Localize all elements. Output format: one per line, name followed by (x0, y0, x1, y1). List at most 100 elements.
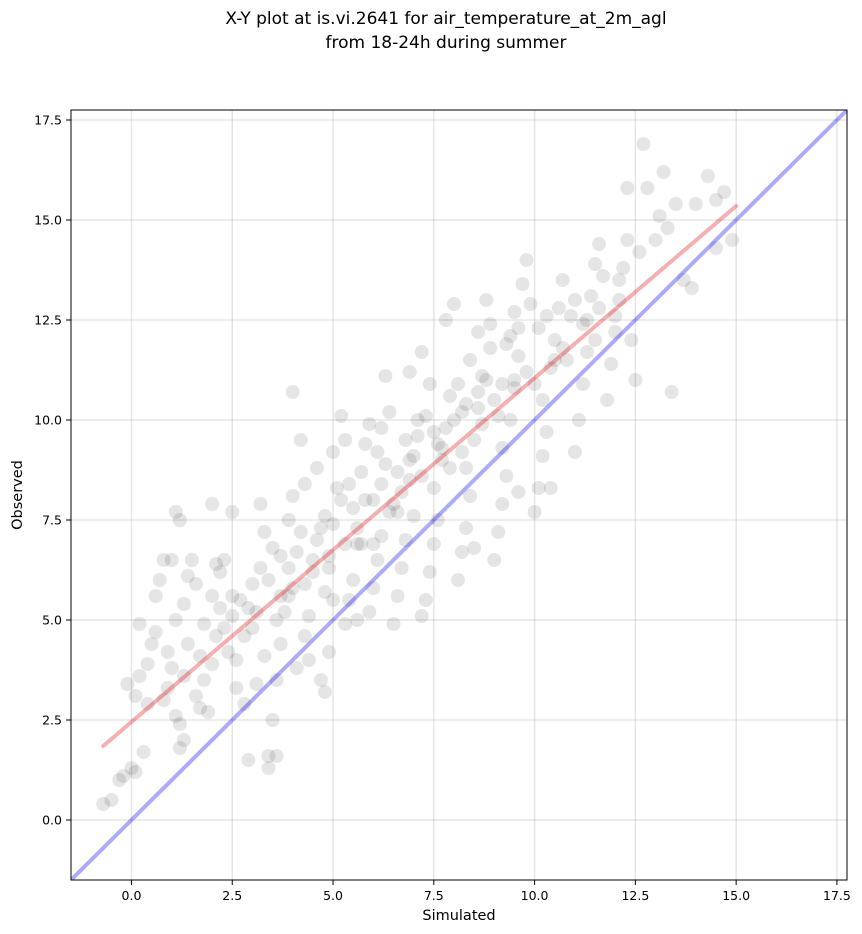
data-point (184, 553, 199, 567)
data-point (426, 425, 441, 439)
data-point (608, 309, 623, 323)
x-tick-label: 12.5 (621, 888, 649, 903)
data-point (160, 645, 175, 659)
data-point (616, 261, 631, 275)
data-point (455, 545, 470, 559)
data-point (450, 377, 465, 391)
data-point (467, 433, 482, 447)
data-point (305, 553, 320, 567)
y-axis-label: Observed (10, 460, 26, 530)
data-point (446, 413, 461, 427)
data-point (281, 589, 296, 603)
data-point (354, 465, 369, 479)
data-point (430, 437, 445, 451)
data-point (297, 577, 312, 591)
data-point (434, 441, 449, 455)
data-point (273, 637, 288, 651)
data-point (350, 613, 365, 627)
data-point (205, 497, 220, 511)
data-point (725, 233, 740, 247)
data-point (527, 377, 542, 391)
data-point (596, 269, 611, 283)
data-point (148, 625, 163, 639)
data-point (414, 469, 429, 483)
data-point (192, 701, 207, 715)
data-point (370, 445, 385, 459)
data-point (362, 605, 377, 619)
data-point (555, 341, 570, 355)
data-point (717, 185, 732, 199)
data-point (487, 553, 502, 567)
data-point (128, 765, 143, 779)
data-point (334, 409, 349, 423)
data-point (209, 557, 224, 571)
x-tick-label: 2.5 (222, 888, 242, 903)
data-point (511, 321, 526, 335)
data-point (410, 413, 425, 427)
data-point (592, 237, 607, 251)
data-point (555, 273, 570, 287)
data-point (176, 597, 191, 611)
data-point (301, 653, 316, 667)
data-point (386, 497, 401, 511)
data-point (225, 609, 240, 623)
data-point (475, 369, 490, 383)
data-point (438, 313, 453, 327)
data-point (527, 505, 542, 519)
data-point (289, 545, 304, 559)
data-point (261, 573, 276, 587)
data-point (604, 357, 619, 371)
data-point (257, 649, 272, 663)
data-point (612, 293, 627, 307)
data-point (326, 517, 341, 531)
data-point (342, 593, 357, 607)
data-point (301, 609, 316, 623)
data-point (660, 221, 675, 235)
data-point (402, 365, 417, 379)
data-point (390, 589, 405, 603)
data-point (309, 461, 324, 475)
data-point (410, 429, 425, 443)
data-point (588, 333, 603, 347)
data-point (144, 637, 159, 651)
points-layer (96, 137, 740, 811)
data-point (668, 197, 683, 211)
data-point (620, 233, 635, 247)
data-point (612, 273, 627, 287)
data-point (539, 309, 554, 323)
data-point (547, 353, 562, 367)
data-point (180, 637, 195, 651)
data-point (708, 193, 723, 207)
data-point (213, 565, 228, 579)
data-point (592, 301, 607, 315)
data-point (245, 621, 260, 635)
data-point (269, 613, 284, 627)
data-point (338, 433, 353, 447)
data-point (265, 541, 280, 555)
data-point (519, 253, 534, 267)
data-point (297, 629, 312, 643)
data-point (688, 197, 703, 211)
data-point (112, 773, 127, 787)
data-point (656, 165, 671, 179)
data-point (358, 437, 373, 451)
data-point (378, 369, 393, 383)
data-point (338, 617, 353, 631)
data-point (684, 281, 699, 295)
data-point (398, 533, 413, 547)
data-point (535, 393, 550, 407)
data-point (265, 713, 280, 727)
data-point (317, 585, 332, 599)
data-point (632, 245, 647, 259)
data-point (664, 385, 679, 399)
data-point (140, 697, 155, 711)
data-point (499, 469, 514, 483)
data-point (281, 561, 296, 575)
data-point (321, 561, 336, 575)
data-point (132, 617, 147, 631)
y-axis: 0.0 2.5 5.0 7.5 10.0 12.5 15.0 17.5 (34, 113, 71, 828)
data-point (229, 681, 244, 695)
data-point (471, 385, 486, 399)
y-tick-label: 15.0 (34, 213, 62, 228)
data-point (156, 553, 171, 567)
